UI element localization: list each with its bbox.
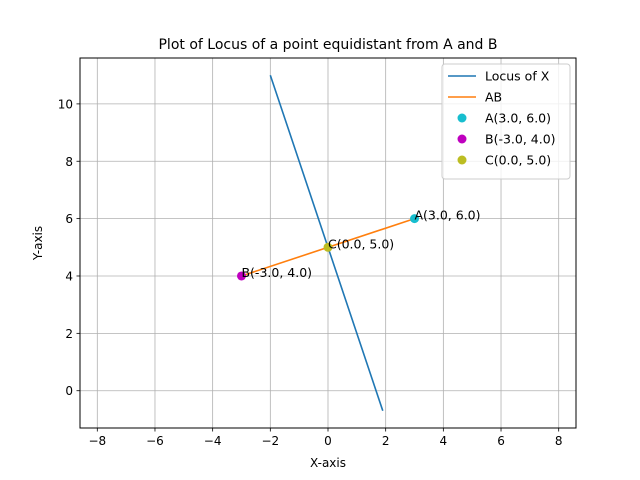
- series-layer: [236, 74, 420, 412]
- legend-box: [441, 63, 571, 180]
- legend-label: C(0.0, 5.0): [485, 153, 551, 168]
- y-tick-label: 2: [65, 327, 73, 341]
- data-point: [410, 214, 420, 224]
- y-tick-label: 4: [65, 269, 73, 283]
- legend-marker-swatch: [457, 134, 467, 144]
- x-tick-label: 8: [555, 434, 563, 448]
- legend-label: A(3.0, 6.0): [485, 111, 551, 126]
- data-point: [323, 242, 333, 252]
- x-tick-label: −4: [204, 434, 222, 448]
- chart-title: Plot of Locus of a point equidistant fro…: [158, 37, 497, 53]
- x-tick-label: −2: [261, 434, 279, 448]
- y-tick-label: 8: [65, 155, 73, 169]
- series-line: [269, 74, 384, 412]
- ticks: −8 −6 −4 −2 0 2 4 6 8 0 2 4 6 8 10: [58, 97, 563, 448]
- y-tick-label: 0: [65, 384, 73, 398]
- x-tick-label: 0: [324, 434, 332, 448]
- x-tick-label: −6: [146, 434, 164, 448]
- y-tick-label: 6: [65, 212, 73, 226]
- legend-label: AB: [485, 90, 502, 105]
- legend-marker-swatch: [457, 113, 467, 123]
- annotation-layer: A(3.0, 6.0) B(-3.0, 4.0) C(0.0, 5.0): [241, 208, 480, 280]
- legend-label: B(-3.0, 4.0): [485, 132, 556, 147]
- x-tick-label: −8: [88, 434, 106, 448]
- legend: Locus of X AB A(3.0, 6.0) B(-3.0, 4.0) C(0.0…: [441, 63, 571, 180]
- point-annotation: C(0.0, 5.0): [328, 236, 394, 251]
- data-point: [236, 271, 246, 281]
- legend-marker-swatch: [457, 155, 467, 165]
- legend-label: Locus of X: [485, 69, 550, 84]
- x-axis-label: X-axis: [310, 456, 346, 470]
- x-tick-label: 2: [382, 434, 390, 448]
- point-annotation: B(-3.0, 4.0): [241, 265, 312, 280]
- x-tick-label: 4: [440, 434, 448, 448]
- point-annotation: A(3.0, 6.0): [415, 208, 481, 223]
- y-tick-label: 10: [58, 97, 73, 111]
- x-tick-label: 6: [497, 434, 505, 448]
- y-axis-label: Y-axis: [31, 226, 45, 261]
